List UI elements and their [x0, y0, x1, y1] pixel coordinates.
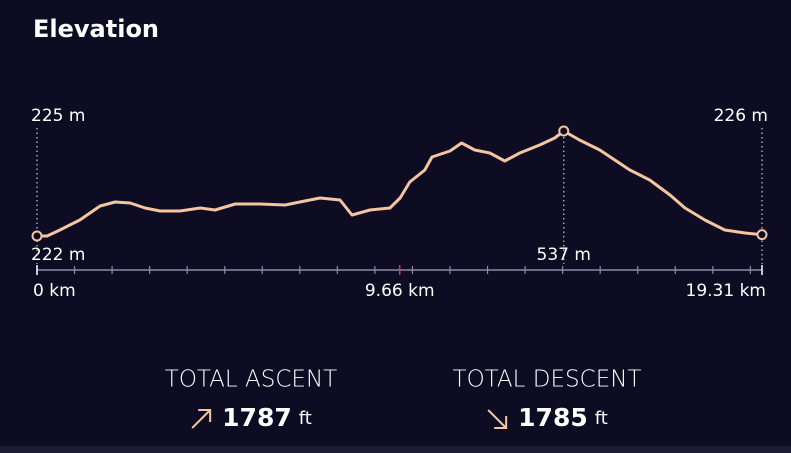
- point-marker: [31, 230, 43, 242]
- annotation: 225 m: [31, 106, 85, 126]
- stat-unit: ft: [595, 408, 608, 429]
- stat-unit: ft: [299, 408, 312, 429]
- x-tick-label: 19.31 km: [686, 281, 766, 301]
- elevation-line: [35, 129, 764, 238]
- stat-arrow: [191, 409, 212, 429]
- stat-number: 1787: [222, 403, 292, 432]
- stat-value: 1785 ft: [518, 403, 608, 432]
- title: Elevation: [33, 15, 159, 43]
- x-tick-label: 9.66 km: [365, 281, 435, 301]
- stat-value: 1787 ft: [222, 403, 312, 432]
- stat-number: 1785: [518, 403, 588, 432]
- x-tick-label: 0 km: [33, 281, 76, 301]
- annotation: 222 m: [31, 245, 85, 265]
- annotation: 537 m: [537, 245, 591, 265]
- stat-value-group: 1785 ft: [487, 403, 608, 432]
- point-marker: [756, 229, 768, 241]
- stat-arrow: [487, 409, 508, 429]
- point-marker: [558, 125, 570, 137]
- stat-label: TOTAL ASCENT: [165, 367, 337, 393]
- bottom-bar: [0, 446, 791, 453]
- stat-value-group: 1787 ft: [191, 403, 312, 432]
- annotation: 226 m: [714, 106, 768, 126]
- stat-label: TOTAL DESCENT: [453, 367, 642, 393]
